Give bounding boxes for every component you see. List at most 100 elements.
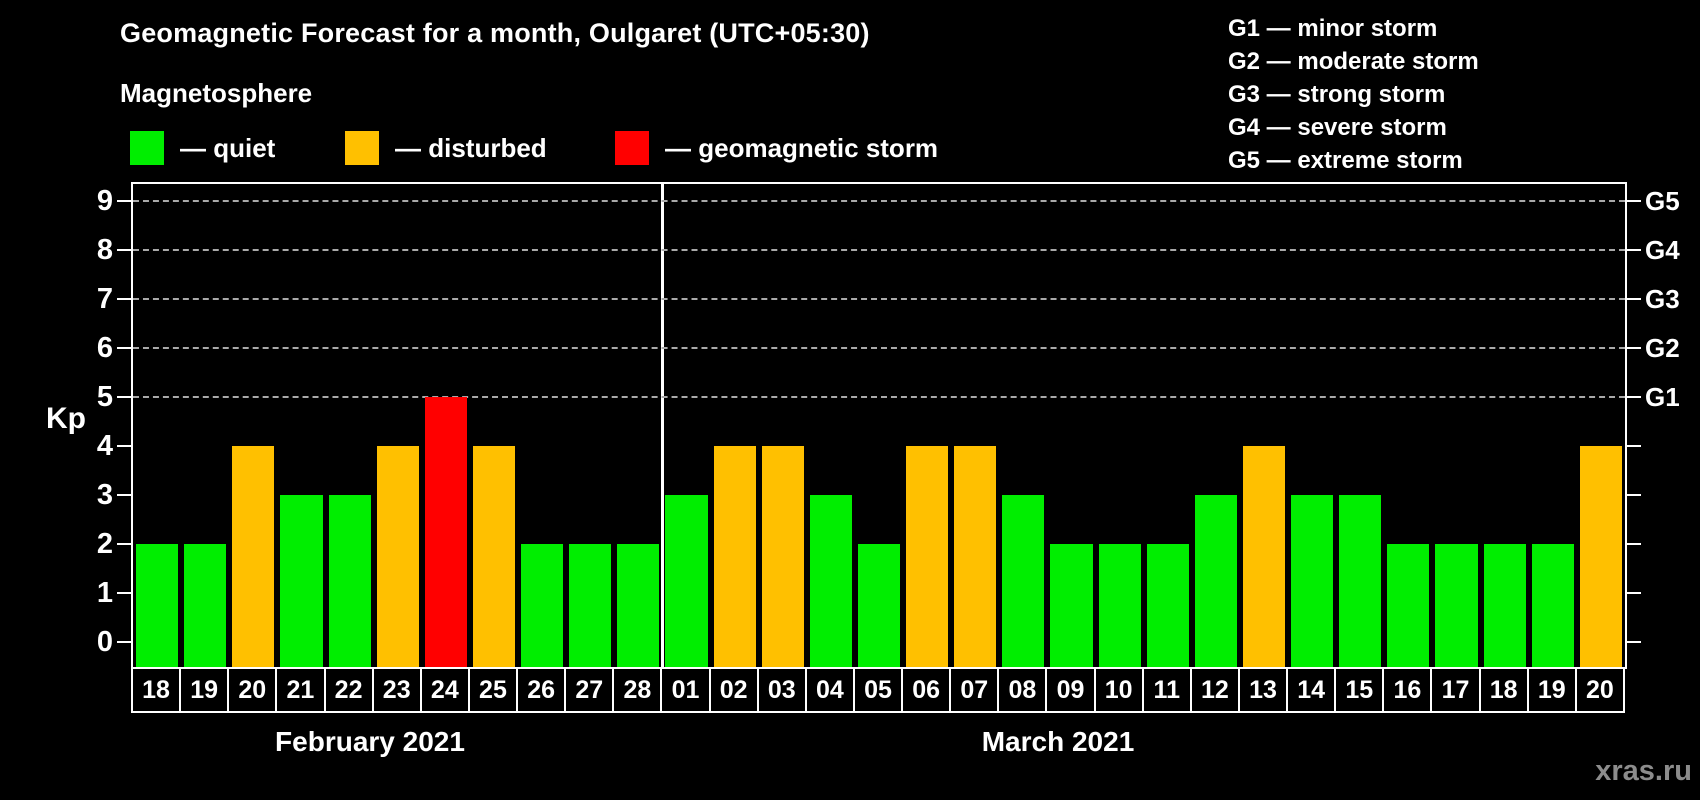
plot-area [117, 182, 1641, 669]
y-axis-tick-right-5 [1627, 396, 1641, 399]
y-tick-label-1: 1 [96, 577, 113, 610]
day-label-box: 08 [997, 667, 1048, 713]
legend-swatch-disturbed [345, 131, 379, 165]
day-label-box: 19 [179, 667, 230, 713]
y-tick-label-9: 9 [96, 185, 113, 218]
day-label-box: 06 [901, 667, 952, 713]
kp-bar-mar-16 [1387, 544, 1430, 667]
kp-bar-feb-20 [232, 446, 275, 667]
y-tick-label-4: 4 [96, 430, 113, 463]
legend-label-disturbed: — disturbed [395, 132, 547, 163]
day-label-box: 25 [467, 667, 519, 713]
kp-bar-mar-19 [1531, 544, 1574, 667]
y-axis-tick-right-1 [1627, 592, 1641, 595]
day-label-box: 20 [227, 667, 278, 713]
kp-bar-mar-11 [1146, 544, 1189, 667]
g-axis-label-g5: G5 [1645, 186, 1680, 217]
y-tick-label-3: 3 [96, 479, 113, 512]
y-axis-tick-left-8 [117, 249, 131, 252]
day-label-box: 24 [419, 667, 470, 713]
day-label-box: 26 [516, 667, 567, 713]
y-axis-tick-right-6 [1627, 347, 1641, 350]
legend-item-quiet: — quiet [130, 131, 275, 165]
day-label-box: 13 [1237, 667, 1289, 713]
watermark: xras.ru [1595, 755, 1692, 787]
y-axis-tick-left-7 [117, 298, 131, 301]
legend-swatch-storm [615, 131, 649, 165]
day-label-box: 01 [660, 667, 711, 713]
month-label-february: February 2021 [275, 726, 465, 757]
kp-bar-mar-10 [1098, 544, 1141, 667]
day-label-box: 18 [1478, 667, 1529, 713]
kp-bar-mar-03 [761, 446, 804, 667]
grid-line-kp-9 [133, 200, 1625, 203]
kp-bar-feb-28 [617, 544, 660, 667]
kp-bar-feb-26 [521, 544, 564, 667]
day-label-box: 22 [323, 667, 374, 713]
day-label-box: 15 [1334, 667, 1385, 713]
day-label-box: 05 [852, 667, 904, 713]
g-axis-label-g1: G1 [1645, 382, 1680, 413]
kp-bar-mar-14 [1291, 495, 1334, 667]
y-axis-label-kp: Kp [46, 401, 86, 435]
day-label-box: 28 [612, 667, 663, 713]
y-tick-label-0: 0 [96, 626, 113, 659]
y-tick-label-7: 7 [96, 283, 113, 316]
kp-bar-mar-05 [857, 544, 901, 667]
kp-bar-mar-04 [809, 495, 852, 667]
kp-bar-feb-27 [569, 544, 612, 667]
y-axis-tick-right-3 [1627, 494, 1641, 497]
y-axis-tick-left-5 [117, 396, 131, 399]
g-scale-legend: G1 — minor storm G2 — moderate storm G3 — … [1228, 12, 1479, 177]
legend-swatch-quiet [130, 131, 164, 165]
day-label-box: 14 [1286, 667, 1337, 713]
legend-label-storm: — geomagnetic storm [665, 132, 939, 163]
grid-line-kp-5 [133, 396, 1625, 399]
day-label-box: 02 [708, 667, 759, 713]
g-axis-label-g2: G2 [1645, 333, 1680, 364]
kp-bar-mar-07 [954, 446, 997, 667]
kp-bar-mar-17 [1435, 544, 1478, 667]
y-axis-tick-right-8 [1627, 249, 1641, 252]
grid-line-kp-7 [133, 298, 1625, 301]
kp-bar-mar-01 [665, 495, 708, 667]
kp-bar-feb-22 [328, 495, 371, 667]
y-axis-tick-left-1 [117, 592, 131, 595]
magnetosphere-label: Magnetosphere [120, 78, 313, 108]
g-legend-line-1: G1 — minor storm [1228, 15, 1438, 42]
day-label-box: 19 [1526, 667, 1577, 713]
y-axis-tick-right-7 [1627, 298, 1641, 301]
day-label-box: 09 [1045, 667, 1096, 713]
kp-bar-mar-13 [1242, 446, 1286, 667]
legend-item-disturbed: — disturbed [345, 131, 547, 165]
y-axis-tick-left-6 [117, 347, 131, 350]
y-axis-tick-left-0 [117, 641, 131, 644]
y-axis-tick-left-2 [117, 543, 131, 546]
y-axis-tick-right-4 [1627, 445, 1641, 448]
chart-title: Geomagnetic Forecast for a month, Oulgar… [120, 18, 870, 48]
legend-item-storm: — geomagnetic storm [615, 131, 938, 165]
y-axis-tick-left-4 [117, 445, 131, 448]
y-tick-label-5: 5 [96, 381, 113, 414]
kp-bar-feb-24 [424, 397, 467, 667]
day-label-box: 10 [1093, 667, 1144, 713]
day-label-box: 17 [1430, 667, 1481, 713]
g-legend-line-5: G5 — extreme storm [1228, 147, 1463, 174]
day-label-box: 07 [949, 667, 1000, 713]
y-axis-tick-right-2 [1627, 543, 1641, 546]
kp-bar-mar-12 [1194, 495, 1237, 667]
day-label-box: 23 [371, 667, 422, 713]
g-legend-line-2: G2 — moderate storm [1228, 48, 1479, 75]
y-axis-tick-left-9 [117, 200, 131, 203]
day-label-box: 04 [804, 667, 855, 713]
month-label-march: March 2021 [981, 726, 1135, 757]
g-axis-label-g3: G3 [1645, 284, 1680, 315]
status-legend: — quiet — disturbed — geomagnetic storm [0, 131, 1100, 169]
day-label-box: 03 [756, 667, 807, 713]
g-legend-line-3: G3 — strong storm [1228, 81, 1446, 108]
y-tick-label-2: 2 [96, 528, 113, 561]
day-label-box: 11 [1141, 667, 1192, 713]
legend-label-quiet: — quiet [180, 132, 276, 163]
kp-bar-feb-18 [136, 544, 179, 667]
